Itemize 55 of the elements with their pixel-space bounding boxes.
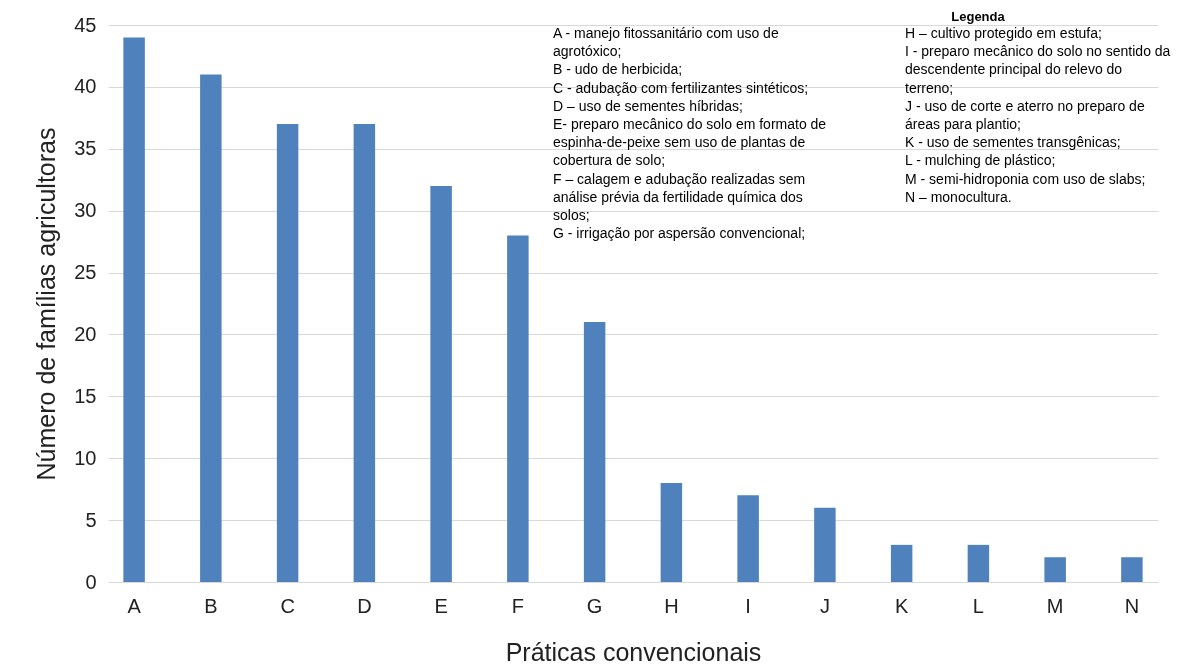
bar — [890, 544, 913, 582]
x-tick-label: L — [972, 594, 984, 617]
annotation: J - uso de corte e aterro no preparo de áreas para plantio; — [905, 97, 1145, 132]
bar — [123, 37, 145, 582]
annotation: D – uso de sementes híbridas; — [553, 97, 743, 114]
text: Legenda — [951, 9, 1006, 24]
bar — [967, 544, 990, 582]
x-tick-label: I — [745, 594, 751, 617]
y-tick-label: 40 — [74, 75, 97, 98]
x-tick-label: G — [586, 594, 603, 617]
x-tick-label: B — [204, 594, 218, 617]
bar — [200, 74, 222, 582]
y-tick-label: 5 — [85, 508, 97, 531]
bar — [507, 235, 529, 582]
y-tick-label: 15 — [74, 384, 97, 407]
x-tick-label: C — [280, 594, 295, 617]
annotation: F – calagem e adubação realizadas sem análise prévia da fertilidade química dos solos; — [553, 170, 806, 223]
x-tick-label: F — [511, 594, 524, 617]
annotation: A - manejo fitossanitário com uso de agrotóxico; — [553, 25, 779, 60]
bar — [814, 507, 836, 582]
annotation: N – monocultura. — [905, 188, 1012, 205]
annotation: I - preparo mecânico do solo no sentido da descendente principal do relevo do terreno; — [905, 43, 1171, 96]
x-axis-title: Práticas convencionais — [505, 637, 762, 666]
x-tick-label: H — [664, 594, 679, 617]
x-tick-label: J — [819, 594, 830, 617]
bar — [430, 185, 452, 582]
annotation: E- preparo mecânico do solo em formato de espinha-de-peixe sem uso de plantas de cobertura de solo; — [553, 116, 827, 169]
x-tick-label: M — [1046, 594, 1064, 617]
y-tick-label: 45 — [74, 13, 97, 36]
annotation: K - uso de sementes transgênicas; — [905, 134, 1121, 151]
x-tick-label: D — [357, 594, 372, 617]
bar — [583, 322, 606, 582]
annotation: G - irrigação por aspersão convencional; — [553, 225, 806, 242]
y-tick-label: 20 — [74, 322, 97, 345]
y-axis-title: Número de famílias agricultoras — [32, 127, 61, 481]
bar — [737, 495, 759, 582]
bar — [1044, 557, 1066, 582]
x-tick-label: A — [127, 594, 142, 617]
bar — [353, 124, 376, 582]
bar — [276, 124, 299, 582]
y-tick-label: 0 — [85, 570, 97, 593]
annotation: M - semi-hidroponia com uso de slabs; — [905, 170, 1146, 187]
y-tick-label: 25 — [74, 261, 97, 284]
bar — [1121, 557, 1143, 582]
x-tick-label: E — [434, 594, 448, 617]
y-tick-label: 10 — [74, 446, 97, 469]
bar — [660, 482, 683, 582]
annotation: H – cultivo protegido em estufa; — [905, 25, 1102, 41]
x-tick-label: N — [1124, 594, 1140, 617]
annotation: L - mulching de plástico; — [905, 152, 1056, 169]
y-tick-label: 30 — [74, 199, 97, 222]
annotation: B - udo de herbicida; — [553, 61, 683, 78]
y-tick-label: 35 — [74, 137, 97, 160]
x-tick-label: K — [894, 594, 909, 617]
annotation: C - adubação com fertilizantes sintéticos; — [553, 79, 809, 96]
